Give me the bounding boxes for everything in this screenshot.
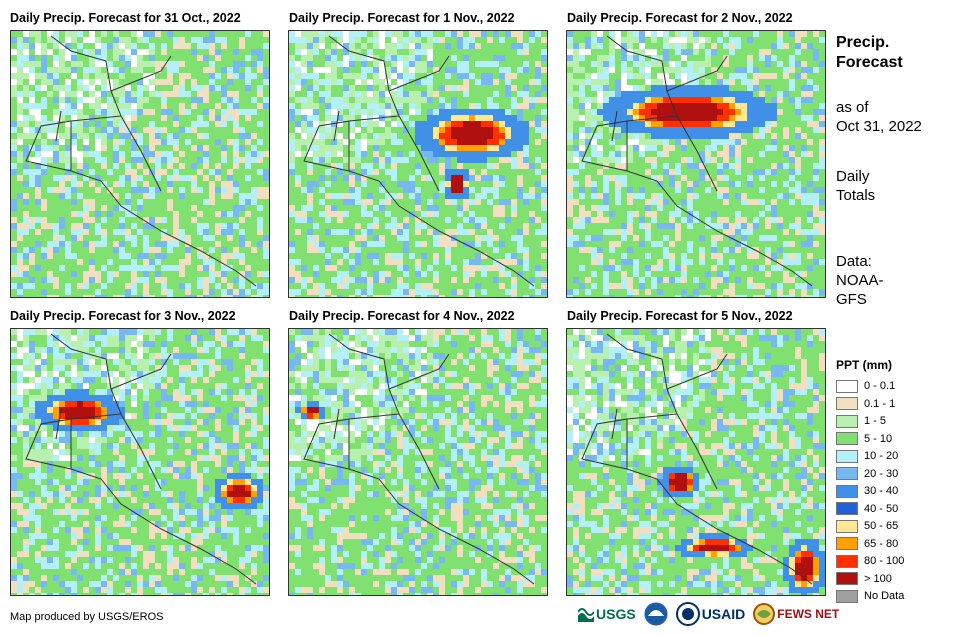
legend-swatch <box>836 379 858 393</box>
daily-totals-label: Daily Totals <box>836 168 876 204</box>
legend-label: 0 - 0.1 <box>864 380 896 392</box>
usgs-wave-icon <box>578 608 594 622</box>
panel-title-4: Daily Precip. Forecast for 3 Nov., 2022 <box>10 309 236 323</box>
fews-globe-icon <box>753 603 776 625</box>
legend-label: No Data <box>864 590 905 602</box>
ppt-legend: PPT (mm) 0 - 0.1 0.1 - 1 1 - 5 5 - 10 10 - 2… <box>836 358 956 606</box>
data-source-label: Data: NOAA- GFS <box>836 253 884 308</box>
legend-swatch <box>836 537 858 550</box>
legend-swatch <box>836 414 858 428</box>
noaa-logo <box>644 602 668 626</box>
legend-swatch <box>836 502 858 515</box>
legend-row: > 100 <box>836 571 956 587</box>
coastline-outline <box>25 35 257 287</box>
legend-row: 40 - 50 <box>836 501 956 517</box>
legend-label: > 100 <box>864 572 892 585</box>
panel-title-5: Daily Precip. Forecast for 4 Nov., 2022 <box>289 309 515 323</box>
coastline-outline <box>581 35 813 287</box>
legend-label: 5 - 10 <box>864 432 893 445</box>
panel-title-6: Daily Precip. Forecast for 5 Nov., 2022 <box>567 309 793 323</box>
noaa-emblem-icon <box>644 602 668 626</box>
agency-logos: USGS USAID FEWS NET <box>578 600 839 628</box>
legend-row: 50 - 65 <box>836 518 956 534</box>
legend-swatch <box>836 589 858 603</box>
legend-label: 0.1 - 1 <box>864 397 896 410</box>
legend-swatch <box>836 467 858 480</box>
forecast-map-3 <box>566 30 826 298</box>
forecast-map-2 <box>288 30 548 298</box>
coastline-outline <box>303 333 535 585</box>
coastline-outline <box>303 35 535 287</box>
forecast-map-4 <box>10 328 270 596</box>
legend-swatch <box>836 397 858 410</box>
legend-swatch <box>836 519 858 533</box>
forecast-map-6 <box>566 328 826 596</box>
legend-row: 80 - 100 <box>836 553 956 569</box>
coastline-outline <box>25 333 257 585</box>
coastline-outline <box>581 333 813 585</box>
legend-row: 65 - 80 <box>836 536 956 552</box>
legend-row: 20 - 30 <box>836 466 956 482</box>
legend-swatch <box>836 484 858 498</box>
legend-row: No Data <box>836 588 956 604</box>
legend-label: 1 - 5 <box>864 415 887 427</box>
legend-label: 40 - 50 <box>864 502 899 515</box>
legend-row: 10 - 20 <box>836 448 956 464</box>
legend-row: 30 - 40 <box>836 483 956 499</box>
fews-net-logo: FEWS NET <box>753 603 839 625</box>
legend-title: PPT (mm) <box>836 358 893 372</box>
legend-swatch <box>836 432 858 445</box>
legend-label: 65 - 80 <box>864 537 899 550</box>
legend-label: 20 - 30 <box>864 467 899 480</box>
legend-label: 30 - 40 <box>864 485 899 497</box>
usgs-logo: USGS <box>578 606 636 622</box>
panel-title-3: Daily Precip. Forecast for 2 Nov., 2022 <box>567 11 793 25</box>
legend-label: 80 - 100 <box>864 555 905 567</box>
forecast-map-1 <box>10 30 270 298</box>
panel-title-1: Daily Precip. Forecast for 31 Oct., 2022 <box>10 11 241 25</box>
panel-title-2: Daily Precip. Forecast for 1 Nov., 2022 <box>289 11 515 25</box>
side-title: Precip. Forecast <box>836 34 903 71</box>
legend-label: 10 - 20 <box>864 450 899 462</box>
usaid-logo: USAID <box>675 602 745 626</box>
legend-row: 1 - 5 <box>836 413 956 429</box>
legend-label: 50 - 65 <box>864 520 899 532</box>
as-of-date: as of Oct 31, 2022 <box>836 99 922 135</box>
map-credit: Map produced by USGS/EROS <box>10 611 164 623</box>
legend-row: 0.1 - 1 <box>836 396 956 412</box>
legend-swatch <box>836 554 858 568</box>
legend-row: 5 - 10 <box>836 431 956 447</box>
legend-swatch <box>836 572 858 585</box>
legend-swatch <box>836 449 858 463</box>
usaid-seal-icon <box>675 602 700 626</box>
forecast-map-5 <box>288 328 548 596</box>
legend-row: 0 - 0.1 <box>836 378 956 394</box>
